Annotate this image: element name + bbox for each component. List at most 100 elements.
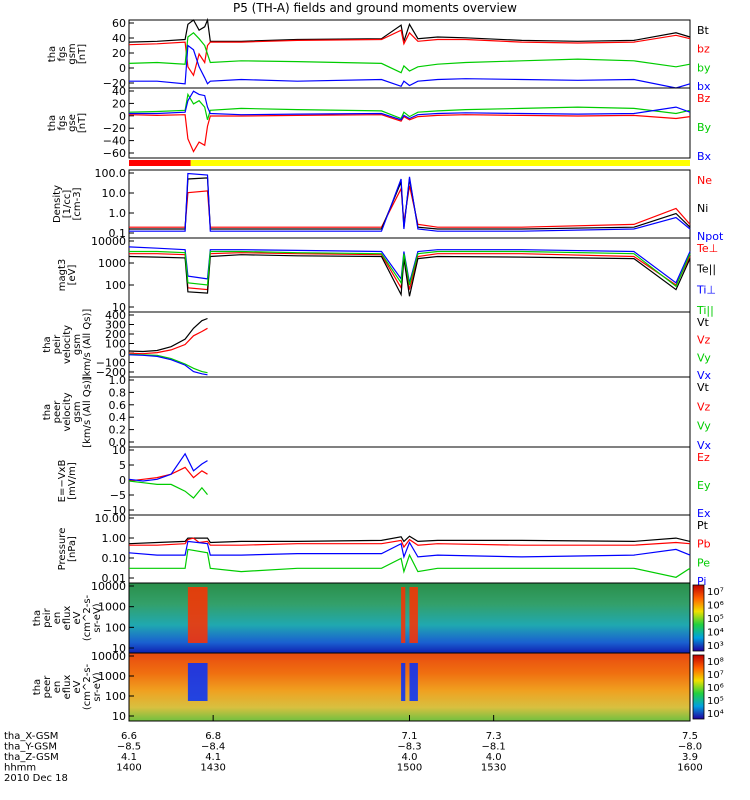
legend-label: Bz: [697, 92, 711, 105]
y-axis-label: velocity: [62, 392, 73, 431]
panel-frame: [128, 87, 691, 159]
mode-bar-slow-survey: [190, 160, 690, 166]
y-tick-label: 0: [119, 110, 126, 123]
spectrogram-feature: [187, 587, 208, 643]
legend-label: Ex: [697, 507, 711, 520]
legend-label: Vy: [697, 351, 711, 364]
legend-label: Te||: [696, 263, 716, 276]
x-row-label: tha_Z-GSM: [4, 752, 59, 763]
colorbar-tick-label: 10³: [707, 641, 724, 652]
colorbar-tick-label: 10⁵: [707, 614, 724, 625]
y-tick-label: 10000: [91, 235, 126, 248]
y-axis-label: [nT]: [77, 44, 88, 64]
y-axis-label: (cm^2-s-: [82, 594, 93, 641]
colorbar: [692, 654, 705, 720]
spectrogram-feature: [187, 663, 208, 701]
y-axis-label: Pressure: [57, 528, 68, 571]
y-axis-label: [1/cc]: [62, 190, 73, 219]
y-axis-label: tha: [47, 46, 58, 62]
x-tick-value: −8.5: [117, 742, 141, 753]
legend-label: Te⊥: [696, 242, 718, 255]
panel-peer-velocity: 1.00.80.60.40.20.0 tha peer velocity gsm [km/…: [42, 374, 712, 452]
y-axis-label: gsm: [72, 334, 83, 355]
x-tick-value: 4.0: [402, 752, 418, 763]
y-axis-label: sr-eV): [92, 672, 103, 701]
x-tick-value: 1500: [397, 763, 422, 774]
y-axis-label: sr-eV): [92, 603, 103, 632]
legend-label: Pe: [697, 556, 710, 569]
figure-title: P5 (TH-A) fields and ground moments over…: [233, 1, 517, 15]
colorbar-tick-label: 10⁷: [707, 587, 724, 598]
series-line-Pe: [129, 548, 691, 578]
y-axis-label: eflux: [62, 606, 73, 631]
series-line-Bt: [128, 17, 691, 43]
legend-label: bx: [697, 80, 711, 93]
y-axis-label: velocity: [62, 325, 73, 364]
legend-label: By: [697, 121, 712, 134]
x-tick-value: 3.9: [682, 752, 698, 763]
legend-label: Vx: [697, 439, 712, 452]
y-axis-label: tha: [47, 115, 58, 131]
date-label: 2010 Dec 18: [4, 773, 68, 784]
y-tick-label: 20: [112, 97, 126, 110]
y-tick-label: −200: [96, 366, 126, 379]
y-axis-label: tha: [42, 336, 53, 352]
y-tick-label: 10: [112, 444, 126, 457]
panel-frame: [128, 514, 691, 584]
y-axis-label: fgs: [57, 115, 68, 130]
y-tick-label: 1.0: [109, 374, 127, 387]
y-axis-label: peer: [42, 675, 53, 699]
x-tick-value: 4.1: [121, 752, 137, 763]
legend-label: Ni: [697, 202, 708, 215]
x-tick-value: −8.4: [201, 742, 225, 753]
y-tick-label: 100: [105, 690, 126, 703]
y-tick-label: 0: [119, 347, 126, 360]
y-tick-label: 0.10: [102, 552, 127, 565]
x-tick-value: −8.3: [397, 742, 421, 753]
mode-bar-fast-survey: [129, 160, 191, 166]
y-tick-label: 0: [119, 62, 126, 75]
series-line-bx: [129, 44, 691, 89]
series-line-Ni: [129, 177, 691, 230]
y-tick-label: 100.0: [95, 167, 127, 180]
series-line-Pt: [128, 535, 691, 545]
x-tick-value: 6.6: [121, 731, 137, 742]
legend-label: Vt: [697, 316, 710, 329]
y-axis-label: peir: [42, 607, 53, 627]
y-axis-label: gsm: [72, 401, 83, 422]
colorbar-tick-label: 10⁶: [707, 683, 724, 694]
y-tick-label: −20: [103, 122, 126, 135]
y-axis-label: (cm^2-s-: [82, 663, 93, 710]
legend-label: Vt: [697, 381, 710, 394]
spectrogram-feature: [401, 587, 406, 643]
legend-label: Pi: [697, 575, 706, 588]
y-tick-label: 10.0: [102, 187, 127, 200]
colorbar-tick-label: 10⁵: [707, 696, 724, 707]
y-axis-label: [eV]: [67, 265, 78, 286]
y-axis-label: [nPa]: [67, 536, 78, 562]
y-axis-label: eV: [72, 611, 83, 624]
y-tick-label: −20: [103, 77, 126, 90]
x-tick-value: 7.5: [682, 731, 698, 742]
y-axis-label: eV: [72, 680, 83, 693]
y-tick-label: 1.00: [102, 532, 127, 545]
y-tick-label: 1000: [98, 257, 126, 270]
y-tick-label: 0.2: [109, 424, 127, 437]
series-line-Ti⊥: [128, 246, 691, 284]
y-axis-label: gsm: [67, 43, 78, 64]
x-row-label: tha_X-GSM: [4, 731, 58, 742]
y-axis-label: tha: [32, 679, 43, 695]
series-line-By: [128, 92, 691, 120]
y-tick-label: 0.4: [109, 411, 127, 424]
panel-frame: [128, 311, 691, 378]
y-tick-label: −10: [103, 504, 126, 517]
legend-label: Vz: [697, 334, 711, 347]
y-tick-label: 100: [105, 338, 126, 351]
x-tick-value: 1530: [481, 763, 506, 774]
panel-frame: [128, 446, 691, 516]
legend-label: Vz: [697, 400, 711, 413]
y-tick-label: 200: [105, 328, 126, 341]
panel-peer-eflux: 10⁸ 10⁷ 10⁶ 10⁵ 10⁴ 10000 1000 100 10 tha peer en ef…: [32, 650, 724, 723]
y-tick-label: 60: [112, 17, 126, 30]
